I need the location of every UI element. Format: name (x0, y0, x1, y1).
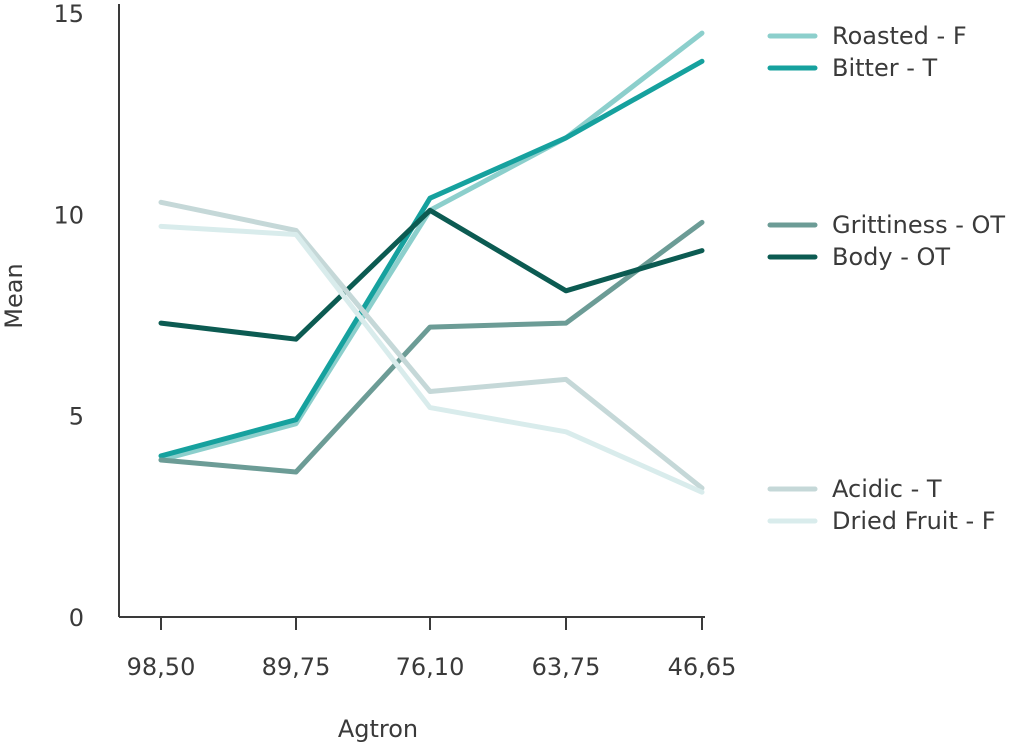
series-line-dried-fruit-f (158, 223, 705, 495)
series-layer (158, 30, 705, 495)
series-line-roasted-f (158, 30, 705, 463)
y-tick-label: 5 (69, 403, 84, 431)
series-line-body-ot (158, 207, 705, 342)
legend-label: Roasted - F (832, 22, 967, 50)
x-tick-label: 89,75 (262, 653, 331, 681)
legend-label: Dried Fruit - F (832, 507, 996, 535)
x-tick-label: 98,50 (127, 653, 196, 681)
x-tick-label: 63,75 (532, 653, 601, 681)
x-axis-title: Agtron (338, 715, 418, 743)
legend-label: Bitter - T (832, 54, 938, 82)
axes (118, 4, 705, 618)
x-tick-label: 76,10 (396, 653, 465, 681)
legend-label: Grittiness - OT (832, 211, 1005, 239)
series-line-bitter-t (158, 58, 705, 459)
y-tick-label: 15 (53, 0, 84, 28)
series-line-acidic-t (158, 199, 705, 491)
legend-label: Body - OT (832, 243, 950, 271)
x-tick-label: 46,65 (668, 653, 737, 681)
y-tick-label: 0 (69, 604, 84, 632)
ticks: 98,50 89,75 76,10 63,75 46,65 0 5 10 15 (53, 0, 736, 681)
y-axis-title: Mean (0, 263, 28, 328)
legend: Roasted - F Bitter - T Grittiness - OT Body… (767, 22, 1005, 535)
series-line-grittiness-ot (158, 219, 705, 475)
y-tick-label: 10 (53, 201, 84, 229)
legend-label: Acidic - T (832, 475, 942, 503)
